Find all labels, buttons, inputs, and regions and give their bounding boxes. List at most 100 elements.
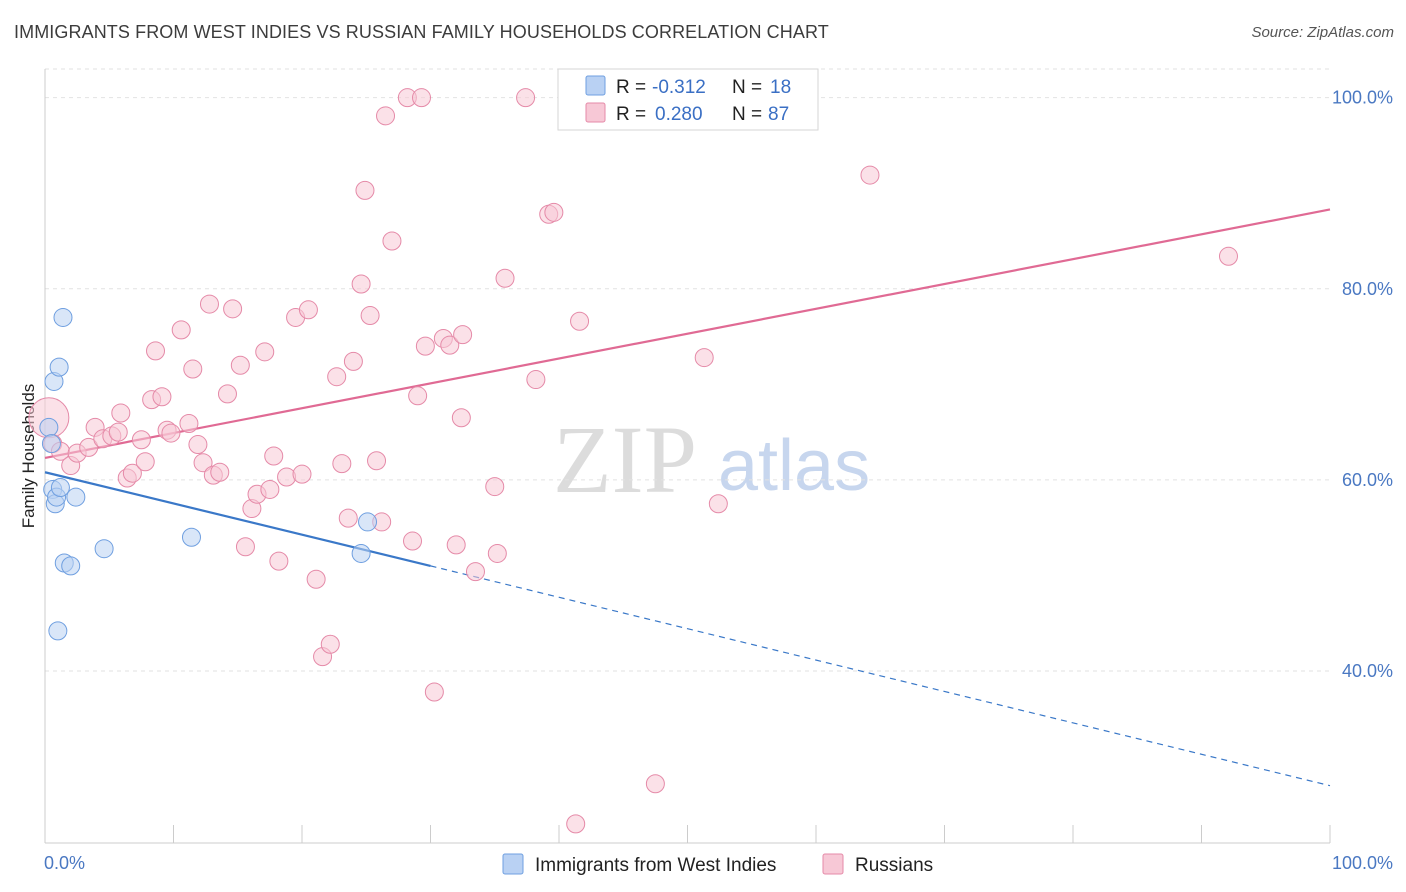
russians-point — [566, 814, 586, 834]
bottom-legend-swatch-west-indies — [502, 853, 524, 875]
russians-point — [343, 351, 363, 371]
y-tick-label-40: 40.0% — [1342, 661, 1393, 681]
y-tick-label-100: 100.0% — [1332, 88, 1393, 108]
russians-point — [230, 355, 250, 375]
legend-r-label-west-indies: R = — [616, 77, 646, 98]
bottom-legend-label-west-indies: Immigrants from West Indies — [535, 855, 776, 876]
russians-point — [131, 430, 151, 450]
russians-point — [108, 422, 128, 442]
russians-point — [292, 464, 312, 484]
russians-point — [171, 320, 191, 340]
russians-point — [188, 435, 208, 455]
russians-point — [269, 551, 289, 571]
russians-point — [183, 359, 203, 379]
russians-point — [694, 348, 714, 368]
west-indies-point — [351, 543, 371, 563]
russians-point — [332, 454, 352, 474]
russians-point — [111, 403, 131, 423]
russians-point — [424, 682, 444, 702]
y-tick-labels: 40.0% 60.0% 80.0% 100.0% — [1332, 88, 1393, 681]
russians-point — [277, 467, 297, 487]
legend-n-value-west-indies: 18 — [770, 77, 791, 98]
russians-point — [338, 508, 358, 528]
legend-r-value-russians: 0.280 — [655, 104, 703, 125]
series-russians — [28, 88, 1238, 834]
russians-point — [306, 569, 326, 589]
russians-point — [408, 386, 428, 406]
russians-point — [465, 562, 485, 582]
trend-line-west-indies-extension — [430, 565, 1331, 787]
russians-point — [264, 446, 284, 466]
x-ticks — [44, 825, 1331, 843]
russians-point — [360, 306, 380, 326]
russians-point — [355, 180, 375, 200]
russians-point — [235, 537, 255, 557]
russians-point — [217, 384, 237, 404]
russians-point — [446, 535, 466, 555]
russians-point — [382, 231, 402, 251]
russians-point — [255, 342, 275, 362]
russians-point — [403, 531, 423, 551]
legend-r-label-russians: R = — [616, 104, 646, 125]
russians-point — [453, 325, 473, 345]
legend-n-label-west-indies: N = — [732, 77, 762, 98]
watermark-zip: ZIP — [553, 406, 697, 513]
west-indies-point — [53, 307, 73, 327]
russians-point — [320, 634, 340, 654]
legend-r-value-west-indies: -0.312 — [652, 77, 706, 98]
x-tick-label-left: 0.0% — [44, 853, 85, 873]
russians-point — [351, 274, 371, 294]
west-indies-point — [66, 487, 86, 507]
russians-point — [570, 311, 590, 331]
bottom-legend-swatch-russians — [822, 853, 844, 875]
russians-point — [526, 370, 546, 390]
legend-n-label-russians: N = — [732, 104, 762, 125]
russians-point — [544, 202, 564, 222]
russians-point — [860, 165, 880, 185]
russians-point — [179, 414, 199, 434]
russians-point — [152, 387, 172, 407]
trend-line-russians — [44, 208, 1331, 459]
west-indies-point — [358, 512, 378, 532]
russians-point — [122, 463, 142, 483]
russians-point — [260, 479, 280, 499]
west-indies-point — [50, 478, 70, 498]
west-indies-point — [48, 621, 68, 641]
russians-point — [161, 423, 181, 443]
russians-point — [708, 494, 728, 514]
russians-point — [412, 88, 432, 108]
legend-swatch-russians — [585, 102, 606, 123]
russians-point — [79, 437, 99, 457]
russians-point — [485, 477, 505, 497]
west-indies-point — [94, 539, 114, 559]
chart-title: IMMIGRANTS FROM WEST INDIES VS RUSSIAN F… — [14, 22, 829, 42]
russians-point — [440, 335, 460, 355]
russians-point — [645, 774, 665, 794]
russians-point — [146, 341, 166, 361]
source-label: Source: ZipAtlas.com — [1251, 24, 1394, 41]
russians-point — [367, 451, 387, 471]
series-west-indies — [39, 307, 378, 641]
russians-point — [135, 452, 155, 472]
russians-point — [199, 294, 219, 314]
russians-point — [516, 88, 536, 108]
series-legend: Immigrants from West Indies Russians — [502, 853, 933, 876]
legend-n-value-russians: 87 — [768, 104, 789, 125]
russians-point — [210, 462, 230, 482]
bottom-legend-label-russians: Russians — [855, 855, 933, 876]
watermark-atlas: atlas — [718, 426, 870, 506]
west-indies-point — [41, 434, 61, 454]
legend-swatch-west-indies — [585, 75, 606, 96]
y-tick-label-60: 60.0% — [1342, 470, 1393, 490]
russians-point — [376, 106, 396, 126]
y-tick-label-80: 80.0% — [1342, 279, 1393, 299]
russians-point — [415, 336, 435, 356]
russians-point — [193, 453, 213, 473]
russians-point — [327, 367, 347, 387]
russians-point — [298, 300, 318, 320]
stats-legend: R = -0.312 N = 18 R = 0.280 N = 87 — [557, 68, 819, 131]
russians-point — [451, 408, 471, 428]
west-indies-point — [39, 417, 59, 437]
west-indies-point — [61, 556, 81, 576]
